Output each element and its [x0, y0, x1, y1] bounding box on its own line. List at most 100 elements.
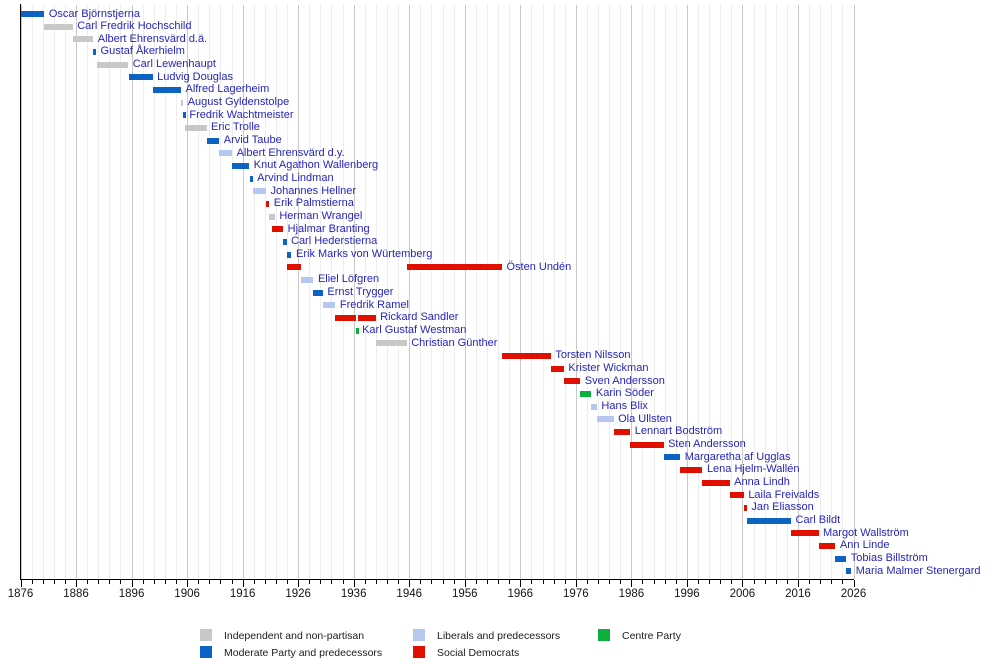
axis-tick — [20, 580, 22, 587]
minister-label[interactable]: Hjalmar Branting — [287, 222, 370, 235]
axis-tick — [553, 580, 555, 584]
minister-label[interactable]: Rickard Sandler — [380, 311, 459, 324]
axis-tick — [220, 580, 222, 584]
minister-label[interactable]: Ola Ullsten — [618, 412, 672, 425]
minister-label[interactable]: Carl Bildt — [795, 514, 841, 527]
gridline — [131, 5, 133, 579]
term-bar — [180, 99, 184, 106]
minister-label[interactable]: Östen Undén — [506, 260, 572, 273]
minister-label[interactable]: Karin Söder — [595, 387, 654, 400]
minister-label[interactable]: August Gyldenstolpe — [187, 96, 290, 109]
minister-label[interactable]: Erik Marks von Würtemberg — [296, 248, 433, 261]
term-bar — [283, 238, 287, 245]
axis-tick — [598, 580, 600, 584]
minister-label[interactable]: Hans Blix — [601, 400, 648, 413]
axis-tick — [387, 580, 389, 584]
minister-label[interactable]: Knut Agathon Wallenberg — [253, 159, 379, 172]
minister-label[interactable]: Ernst Trygger — [327, 286, 394, 299]
minister-label[interactable]: Gustaf Åkerhielm — [100, 45, 185, 58]
minister-label[interactable]: Oscar Björnstjerna — [48, 7, 140, 20]
minister-label[interactable]: Herman Wrangel — [279, 210, 363, 223]
legend-swatch-centre — [598, 629, 610, 641]
minister-label[interactable]: Carl Lewenhaupt — [132, 58, 216, 71]
legend-swatch-moderate — [200, 646, 212, 658]
minister-label[interactable]: Maria Malmer Stenergard — [855, 564, 981, 577]
gridline — [187, 5, 189, 579]
minister-label[interactable]: Karl Gustaf Westman — [362, 324, 467, 337]
minister-label[interactable]: Arvid Taube — [223, 134, 282, 147]
gridline — [53, 5, 55, 579]
minister-label[interactable]: Johannes Hellner — [270, 184, 357, 197]
gridline — [153, 5, 155, 579]
minister-label[interactable]: Carl Hederstierna — [291, 235, 378, 248]
gridline — [31, 5, 33, 579]
term-bar — [128, 74, 153, 81]
minister-label[interactable]: Lena Hjelm-Wallén — [706, 463, 800, 476]
minister-label[interactable]: Krister Wickman — [568, 362, 649, 375]
gridline — [287, 5, 289, 579]
term-bar — [335, 314, 357, 321]
gridline — [375, 5, 377, 579]
axis-tick — [653, 580, 655, 584]
term-bar — [272, 226, 284, 233]
minister-label[interactable]: Carl Fredrik Hochschild — [77, 20, 192, 33]
minister-label[interactable]: Albert Ehrensvärd d.y. — [236, 146, 345, 159]
axis-tick — [531, 580, 533, 584]
gridline — [175, 5, 177, 579]
timeline-chart: Oscar Björnstjerna Carl Fredrik Hochschil… — [8, 4, 981, 600]
minister-label[interactable]: Albert Ehrensvärd d.ä. — [97, 32, 208, 45]
term-bar — [20, 11, 45, 17]
gridline — [609, 5, 611, 579]
minister-label[interactable]: Alfred Lagerheim — [185, 83, 270, 96]
gridline — [364, 5, 366, 579]
axis-tick — [331, 580, 333, 584]
term-bar — [152, 86, 181, 93]
term-bar — [501, 352, 551, 359]
gridline — [653, 5, 655, 579]
axis-tick — [820, 580, 822, 584]
gridline — [853, 5, 855, 579]
minister-label[interactable]: Christian Günther — [411, 336, 498, 349]
legend: Independent and non-partisan Liberals and… — [0, 620, 1000, 662]
gridline — [686, 5, 688, 579]
axis-tick — [198, 580, 200, 584]
gridline — [753, 5, 755, 579]
axis-tick — [242, 580, 244, 587]
minister-label[interactable]: Anna Lindh — [734, 476, 790, 489]
gridline — [642, 5, 644, 579]
minister-label[interactable]: Lennart Bodström — [634, 425, 723, 438]
axis-tick — [253, 580, 255, 584]
minister-label[interactable]: Arvind Lindman — [257, 172, 334, 185]
axis-tick — [264, 580, 266, 584]
minister-label[interactable]: Tobias Billström — [850, 552, 928, 564]
minister-label[interactable]: Margaretha af Ugglas — [684, 450, 791, 463]
legend-swatch-independent — [200, 629, 212, 641]
minister-label[interactable]: Fredrik Wachtmeister — [189, 108, 294, 121]
minister-label[interactable]: Sten Andersson — [668, 438, 746, 451]
minister-label[interactable]: Eric Trolle — [211, 121, 260, 134]
minister-label[interactable]: Margot Wallström — [823, 526, 909, 539]
minister-label[interactable]: Erik Palmstierna — [273, 197, 354, 210]
gridline — [98, 5, 100, 579]
minister-label[interactable]: Ann Linde — [839, 539, 890, 552]
axis-tick — [675, 580, 677, 584]
minister-label[interactable]: Torsten Nilsson — [555, 349, 631, 362]
minister-label[interactable]: Fredrik Ramel — [339, 298, 409, 311]
term-bar — [300, 276, 314, 283]
legend-swatch-liberals — [413, 629, 425, 641]
axis-year-label: 1886 — [63, 588, 89, 600]
gridline — [664, 5, 666, 579]
minister-label[interactable]: Jan Eliasson — [751, 501, 814, 514]
axis-tick — [742, 580, 744, 587]
axis-year-label: 1916 — [229, 588, 256, 600]
minister-label[interactable]: Eliel Löfgren — [317, 273, 380, 286]
axis-tick — [764, 580, 766, 584]
axis-tick — [720, 580, 722, 584]
axis-tick — [642, 580, 644, 584]
minister-label[interactable]: Sven Andersson — [584, 374, 665, 387]
axis-tick — [398, 580, 400, 584]
axis-tick — [320, 580, 322, 584]
minister-label[interactable]: Ludvig Douglas — [157, 70, 233, 83]
minister-label[interactable]: Laila Freivalds — [748, 488, 820, 501]
axis-tick — [586, 580, 588, 584]
